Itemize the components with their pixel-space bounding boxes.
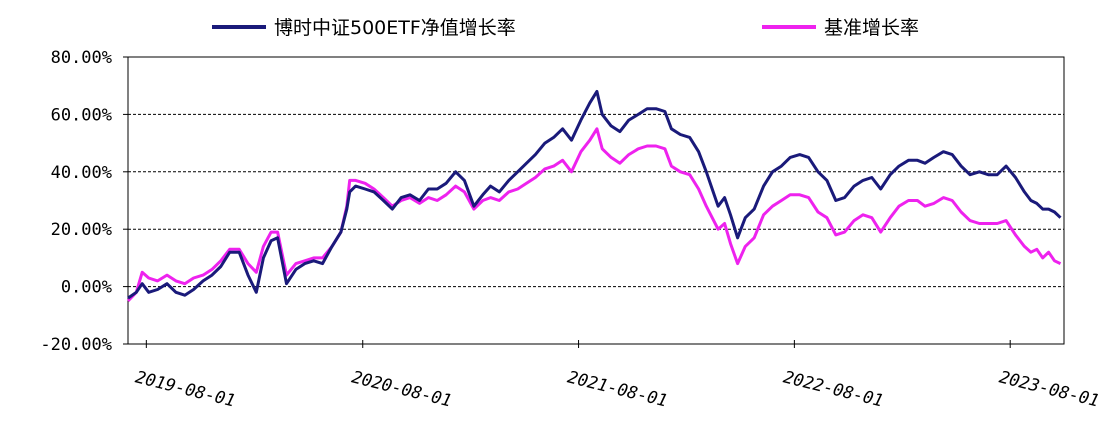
x-axis: 2019-08-01 2020-08-01 2021-08-01 2022-08-01… bbox=[133, 340, 1101, 412]
legend-label: 博时中证500ETF净值增长率 bbox=[274, 17, 516, 39]
x-tick-label: 2022-08-01 bbox=[781, 367, 885, 411]
series-line-1 bbox=[127, 89, 1062, 300]
legend-label: 基准增长率 bbox=[824, 17, 919, 39]
grid-lines bbox=[128, 113, 1064, 288]
y-tick-label: 40.00% bbox=[51, 163, 112, 183]
y-tick-label: 60.00% bbox=[51, 105, 112, 125]
series-line-2 bbox=[126, 127, 1062, 302]
x-tick-label: 2021-08-01 bbox=[565, 367, 669, 411]
y-axis: 80.00% 60.00% 40.00% 20.00% 0.00% -20.00% bbox=[40, 48, 128, 355]
y-tick-label: 20.00% bbox=[51, 220, 112, 240]
y-tick-label: 80.00% bbox=[51, 48, 112, 68]
plot-area-frame bbox=[127, 56, 1065, 345]
y-tick-label: 0.00% bbox=[61, 278, 112, 298]
y-tick-label: -20.00% bbox=[40, 335, 112, 355]
legend: 博时中证500ETF净值增长率 基准增长率 bbox=[212, 17, 919, 39]
series-lines bbox=[126, 89, 1062, 302]
x-tick-label: 2023-08-01 bbox=[997, 367, 1101, 411]
x-tick-label: 2020-08-01 bbox=[350, 367, 454, 411]
x-tick-label: 2019-08-01 bbox=[133, 367, 237, 411]
